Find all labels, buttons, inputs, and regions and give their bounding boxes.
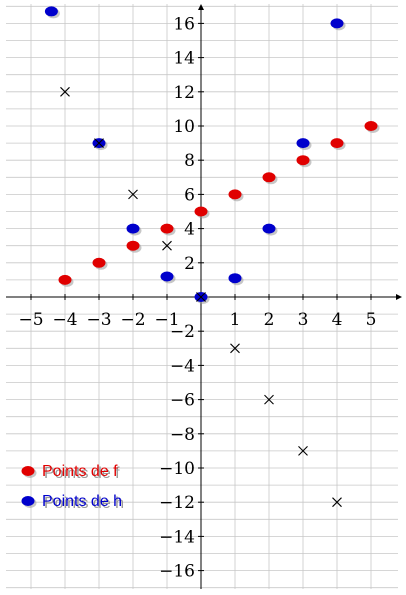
cross-point bbox=[94, 138, 104, 148]
cross-point bbox=[332, 497, 342, 508]
cross-point bbox=[128, 189, 138, 200]
y-tick-label: −12 bbox=[159, 493, 195, 513]
legend-label-shadow: Points de h bbox=[44, 495, 124, 512]
points-de-f-point bbox=[364, 121, 378, 131]
y-tick-label: −16 bbox=[159, 562, 195, 582]
points-de-f-point bbox=[126, 240, 140, 251]
y-tick-label: −6 bbox=[170, 391, 195, 411]
x-axis-arrow bbox=[396, 294, 402, 300]
x-tick-label: 2 bbox=[264, 310, 275, 330]
y-tick-label: −4 bbox=[170, 356, 195, 376]
y-tick-label: −10 bbox=[159, 459, 195, 479]
points-de-f-point bbox=[330, 138, 344, 149]
points-de-f-point bbox=[194, 206, 208, 217]
cross-point bbox=[162, 240, 172, 251]
x-tick-label: −4 bbox=[52, 310, 77, 330]
points-de-f-point bbox=[296, 155, 310, 166]
tick-labels: −5 −4 −3 −2 −1 1 2 3 4 5−16−14−12−10−8−6−4−224681… bbox=[18, 14, 376, 581]
legend-label: Points de f bbox=[42, 463, 118, 480]
x-tick-label: −5 bbox=[18, 310, 43, 330]
cross-point bbox=[230, 343, 240, 354]
points-de-f-point bbox=[92, 257, 106, 268]
x-tick-label: 1 bbox=[230, 310, 241, 330]
y-tick-label: 6 bbox=[184, 185, 195, 205]
y-tick-label: −8 bbox=[170, 425, 195, 445]
y-tick-label: 16 bbox=[173, 14, 195, 34]
cross-point bbox=[298, 446, 308, 456]
cross-point bbox=[196, 292, 206, 302]
y-tick-label: 10 bbox=[173, 117, 195, 137]
points-de-f-point bbox=[228, 189, 242, 200]
points-de-h-point bbox=[228, 273, 242, 284]
x-tick-label: 5 bbox=[366, 310, 377, 330]
y-tick-label: −2 bbox=[170, 322, 195, 342]
cross-point bbox=[264, 394, 274, 405]
cross-point bbox=[60, 86, 70, 97]
points-de-h-point bbox=[330, 18, 344, 29]
legend-marker bbox=[21, 466, 35, 476]
legend-label: Points de h bbox=[42, 493, 122, 510]
x-tick-label: 3 bbox=[298, 310, 309, 330]
points-de-h-point bbox=[160, 271, 174, 282]
points-de-h-point bbox=[126, 223, 140, 234]
y-tick-label: 2 bbox=[184, 254, 195, 274]
y-tick-label: 14 bbox=[173, 49, 195, 69]
points-de-h-point bbox=[44, 6, 58, 17]
x-tick-label: −1 bbox=[154, 310, 179, 330]
legend-label-shadow: Points de f bbox=[44, 465, 120, 482]
points-de-f-point bbox=[160, 223, 174, 234]
x-tick-label: −3 bbox=[86, 310, 111, 330]
points-de-h-point bbox=[296, 138, 310, 149]
x-tick-label: −2 bbox=[120, 310, 145, 330]
y-tick-label: 8 bbox=[184, 151, 195, 171]
y-tick-label: −14 bbox=[159, 527, 195, 547]
y-axis-arrow bbox=[198, 4, 204, 10]
points-de-f-point bbox=[58, 274, 72, 285]
data-points bbox=[44, 6, 380, 508]
x-tick-label: 4 bbox=[332, 310, 343, 330]
legend-marker bbox=[21, 496, 35, 506]
y-tick-label: 12 bbox=[173, 83, 195, 103]
points-de-h-point bbox=[262, 223, 276, 234]
y-tick-label: 4 bbox=[184, 220, 195, 240]
points-de-f-point bbox=[262, 172, 276, 183]
